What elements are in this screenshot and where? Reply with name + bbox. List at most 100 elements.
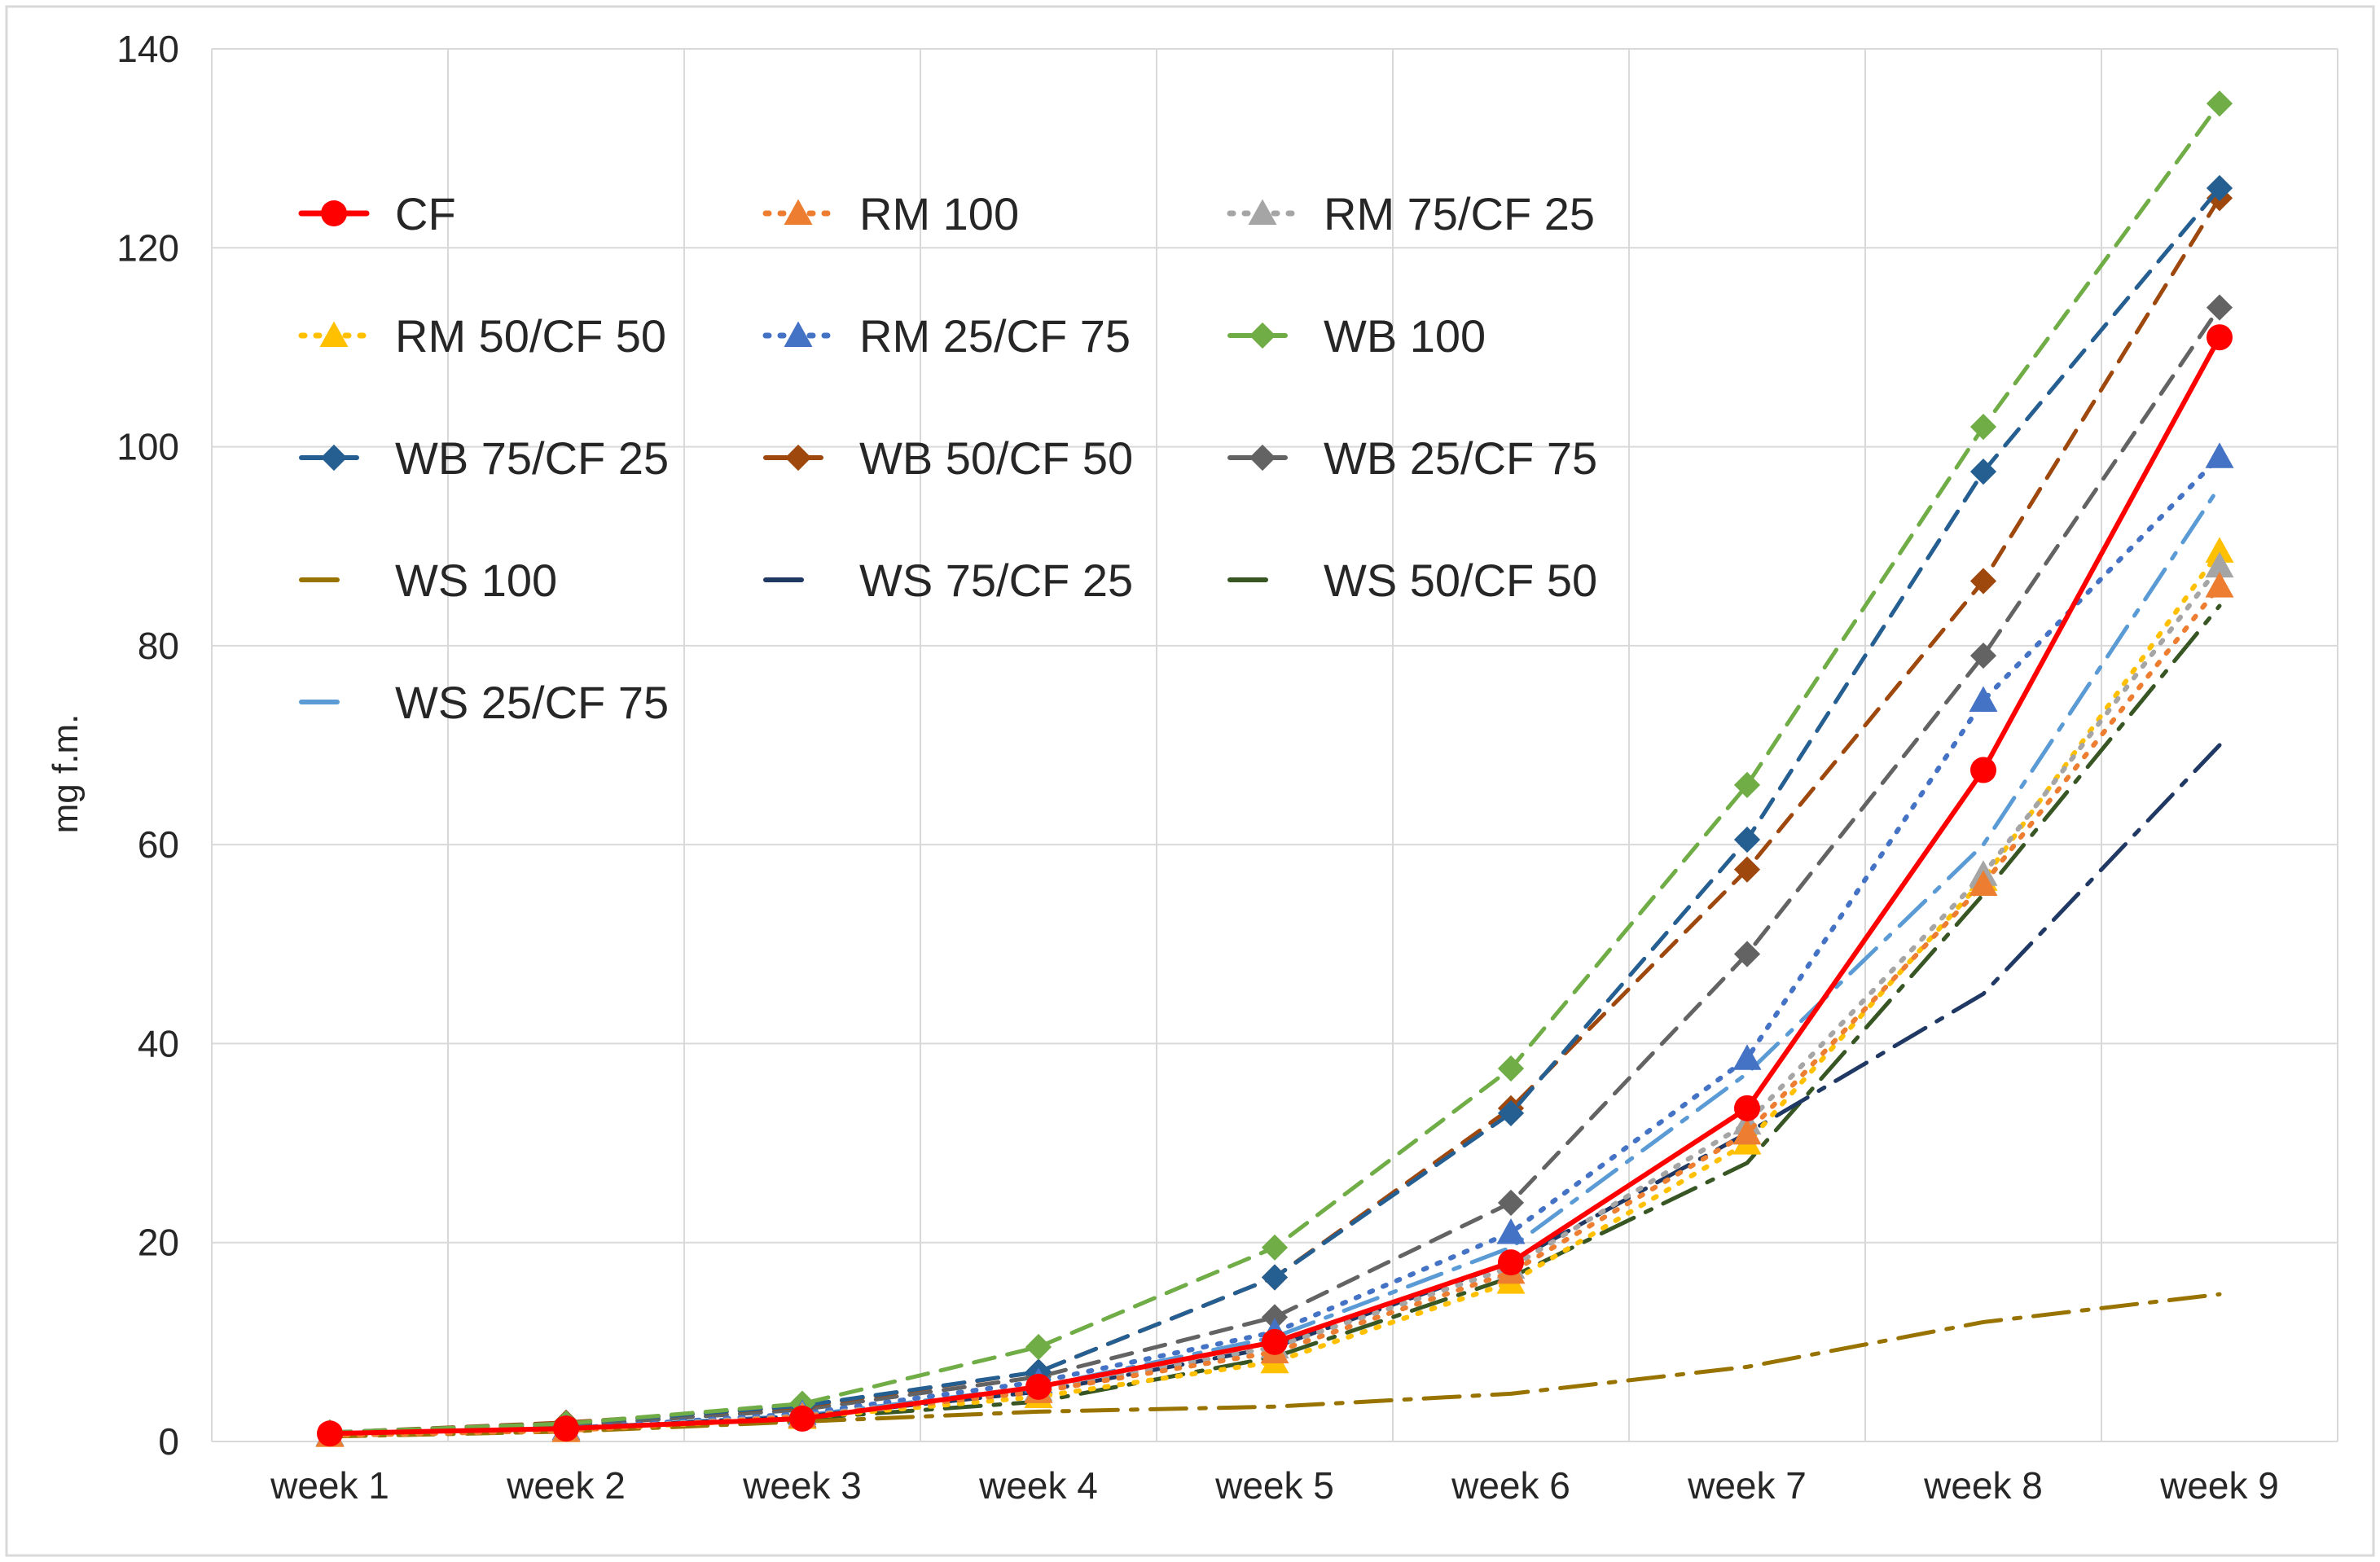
legend-item: RM 50/CF 50 bbox=[298, 310, 666, 362]
y-tick-label: 60 bbox=[138, 823, 179, 866]
legend-item: WB 50/CF 50 bbox=[763, 432, 1133, 484]
series-ws-25-cf-75 bbox=[327, 484, 2222, 1437]
legend-marker bbox=[1248, 199, 1277, 225]
legend-label: WS 50/CF 50 bbox=[1324, 555, 1597, 606]
x-tick-label: week 3 bbox=[742, 1464, 862, 1507]
legend-label: WS 25/CF 75 bbox=[395, 677, 669, 728]
legend-label: RM 50/CF 50 bbox=[395, 310, 666, 362]
x-tick-label: week 5 bbox=[1214, 1464, 1334, 1507]
data-point bbox=[1261, 1264, 1289, 1291]
legend-label: CF bbox=[395, 188, 456, 239]
series-cf bbox=[317, 324, 2233, 1447]
data-point bbox=[317, 1420, 343, 1447]
legend-marker bbox=[319, 321, 349, 347]
y-tick-label: 20 bbox=[138, 1222, 179, 1264]
data-point bbox=[1496, 1218, 1526, 1244]
data-point bbox=[2206, 174, 2233, 202]
legend-label: WS 75/CF 25 bbox=[859, 555, 1133, 606]
data-point bbox=[1497, 1099, 1525, 1127]
legend-item: WS 75/CF 25 bbox=[763, 555, 1133, 606]
legend-marker bbox=[784, 444, 812, 472]
series-line bbox=[327, 305, 2222, 1436]
data-point bbox=[2205, 572, 2234, 598]
y-tick-label: 40 bbox=[138, 1022, 179, 1064]
data-point bbox=[1969, 414, 1997, 441]
legend-label: RM 100 bbox=[859, 188, 1019, 239]
legend-item: WB 100 bbox=[1227, 310, 1486, 362]
legend-item: RM 25/CF 75 bbox=[762, 310, 1131, 362]
legend-item: RM 100 bbox=[762, 188, 1019, 239]
legend-item: WS 100 bbox=[299, 555, 557, 606]
data-point bbox=[2206, 90, 2233, 117]
y-axis-label: mg f.m. bbox=[46, 714, 86, 834]
data-point bbox=[1261, 1304, 1289, 1331]
x-tick-label: week 9 bbox=[2159, 1464, 2279, 1507]
legend-item: WS 50/CF 50 bbox=[1227, 555, 1597, 606]
legend-label: RM 75/CF 25 bbox=[1324, 188, 1595, 239]
x-tick-label: week 7 bbox=[1687, 1464, 1807, 1507]
legend-label: RM 25/CF 75 bbox=[859, 310, 1131, 362]
legend-item: RM 75/CF 25 bbox=[1227, 188, 1595, 239]
data-point bbox=[1261, 1234, 1289, 1261]
data-point bbox=[1969, 642, 1997, 669]
data-point bbox=[1733, 771, 1761, 798]
series-line bbox=[327, 484, 2222, 1437]
data-point bbox=[2205, 442, 2234, 468]
legend-label: WB 100 bbox=[1324, 310, 1486, 362]
legend-marker bbox=[784, 199, 813, 225]
data-point bbox=[1969, 870, 1998, 896]
series-layer bbox=[315, 90, 2234, 1447]
data-point bbox=[1732, 1118, 1762, 1145]
x-axis-ticks: week 1 week 2 week 3 week 4 week 5 week 6 week… bbox=[270, 1464, 2279, 1507]
data-point bbox=[1262, 1328, 1288, 1355]
data-point bbox=[2205, 537, 2234, 563]
data-point bbox=[2206, 294, 2233, 321]
series-line bbox=[327, 743, 2222, 1437]
data-point bbox=[1497, 1189, 1525, 1216]
data-point bbox=[553, 1415, 579, 1442]
y-tick-label: 100 bbox=[116, 426, 179, 468]
data-point bbox=[1025, 1373, 1052, 1400]
legend-marker bbox=[1249, 444, 1276, 472]
series-wb-100 bbox=[316, 90, 2233, 1446]
series-line bbox=[327, 583, 2222, 1438]
data-point bbox=[1970, 757, 1996, 783]
data-point bbox=[1734, 1095, 1760, 1121]
legend-item: WS 25/CF 75 bbox=[299, 677, 669, 728]
series-rm-25-cf-75 bbox=[315, 442, 2234, 1446]
legend-item: WB 75/CF 25 bbox=[299, 432, 669, 484]
legend-marker bbox=[320, 444, 348, 472]
series-ws-75-cf-25 bbox=[327, 743, 2222, 1437]
x-tick-label: week 2 bbox=[506, 1464, 626, 1507]
data-point bbox=[2205, 551, 2234, 578]
legend: CF RM 100 RM 75/CF 25 RM 50/CF 50 RM 25/CF 7… bbox=[298, 188, 1597, 728]
data-point bbox=[1733, 826, 1761, 853]
y-tick-label: 120 bbox=[116, 226, 179, 269]
data-point bbox=[789, 1405, 815, 1432]
series-line bbox=[327, 1292, 2222, 1439]
data-point bbox=[1733, 941, 1761, 967]
legend-label: WB 25/CF 75 bbox=[1324, 432, 1597, 484]
data-point bbox=[2207, 324, 2233, 351]
x-tick-label: week 6 bbox=[1451, 1464, 1570, 1507]
x-tick-label: week 1 bbox=[270, 1464, 389, 1507]
legend-label: WB 75/CF 25 bbox=[395, 432, 669, 484]
data-point bbox=[1969, 568, 1997, 595]
legend-item: WB 25/CF 75 bbox=[1227, 432, 1597, 484]
legend-marker bbox=[321, 200, 347, 226]
data-point bbox=[1025, 1333, 1052, 1361]
y-tick-label: 140 bbox=[116, 28, 179, 70]
legend-label: WS 100 bbox=[395, 555, 557, 606]
x-tick-label: week 4 bbox=[978, 1464, 1098, 1507]
series-ws-100 bbox=[327, 1292, 2222, 1439]
legend-marker bbox=[784, 321, 813, 347]
legend-label: WB 50/CF 50 bbox=[859, 432, 1133, 484]
y-tick-label: 80 bbox=[138, 625, 179, 667]
legend-item: CF bbox=[298, 188, 456, 239]
data-point bbox=[1733, 856, 1761, 883]
data-point bbox=[1969, 686, 1998, 713]
data-point bbox=[1498, 1249, 1524, 1276]
legend-marker bbox=[1249, 322, 1276, 349]
data-point bbox=[1497, 1055, 1525, 1082]
y-axis-ticks: 0 20 40 60 80 100 120 140 bbox=[116, 28, 179, 1463]
